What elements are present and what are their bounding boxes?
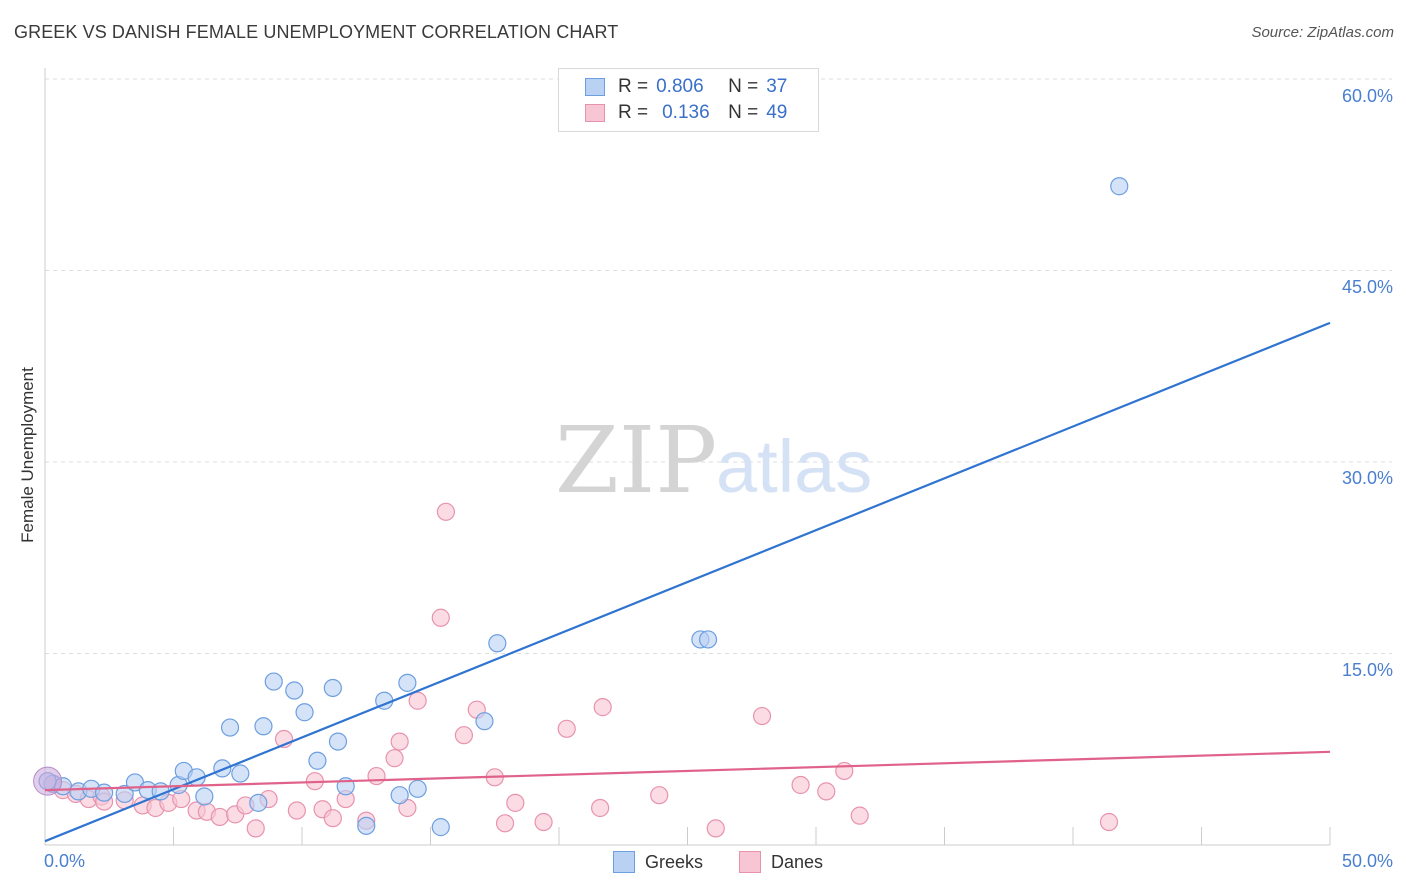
danes-points xyxy=(43,502,1119,838)
dane-point xyxy=(557,719,576,738)
dane-point xyxy=(706,819,725,838)
dane-point xyxy=(817,782,836,801)
greek-point xyxy=(357,816,376,835)
grid-lines xyxy=(45,78,1392,654)
y-tick-label: 45.0% xyxy=(1341,277,1393,297)
greek-point xyxy=(431,818,450,837)
dane-point xyxy=(791,775,810,795)
greek-point xyxy=(220,718,240,737)
bottom-legend-greeks: Greeks xyxy=(613,851,703,873)
dane-point xyxy=(210,807,229,827)
greek-point xyxy=(390,786,409,805)
dane-point xyxy=(246,819,265,838)
greek-point xyxy=(698,630,718,649)
greek-point xyxy=(295,703,314,722)
watermark-atlas: atlas xyxy=(716,425,872,508)
greek-point xyxy=(285,681,304,700)
y-tick-label: 30.0% xyxy=(1341,468,1393,488)
dane-point xyxy=(506,793,525,812)
dane-point xyxy=(385,749,404,768)
danes-n-value: 49 xyxy=(766,102,788,123)
danes-r-value: 0.136 xyxy=(662,102,710,123)
greek-point xyxy=(398,673,417,692)
dane-point xyxy=(436,502,456,521)
greeks-n-label: N = xyxy=(728,76,759,97)
greeks-legend-swatch xyxy=(613,851,635,873)
greek-point xyxy=(213,759,232,778)
greeks-swatch xyxy=(585,78,605,96)
watermark-zip: ZIP xyxy=(555,407,717,514)
dane-point xyxy=(431,608,450,627)
dane-point xyxy=(752,706,772,726)
greek-point xyxy=(1110,177,1129,196)
greek-point xyxy=(115,784,134,804)
legend-row-greeks: R = 0.806 N = 37 xyxy=(585,75,787,99)
danes-swatch xyxy=(585,104,605,122)
dane-point xyxy=(1099,812,1119,832)
legend-row-danes: R = 0.136 N = 49 xyxy=(585,101,787,125)
greek-point xyxy=(231,764,250,783)
greek-point xyxy=(475,712,494,731)
dane-point xyxy=(323,809,342,828)
dane-point xyxy=(650,786,669,805)
dane-point xyxy=(454,726,474,745)
greeks-points xyxy=(33,177,1129,837)
trendlines xyxy=(44,321,1331,843)
dane-point xyxy=(534,812,553,832)
dane-point xyxy=(495,814,515,833)
greek-point xyxy=(408,779,427,798)
greeks-legend-label: Greeks xyxy=(645,851,704,872)
danes-legend-label: Danes xyxy=(771,851,824,872)
danes-legend-swatch xyxy=(739,851,761,873)
danes-r-label: R = xyxy=(618,102,649,123)
dane-point xyxy=(390,732,409,751)
greek-point xyxy=(308,751,327,770)
dane-point xyxy=(367,766,386,786)
dane-point xyxy=(850,806,869,825)
correlation-legend: R = 0.806 N = 37 R = 0.136 N = 49 xyxy=(558,68,819,132)
x-tick-label: 50.0% xyxy=(1341,851,1393,871)
greek-point xyxy=(249,793,268,812)
axes xyxy=(44,68,1331,846)
overlap-point xyxy=(33,766,63,796)
dane-point xyxy=(591,798,610,818)
dane-point xyxy=(593,698,612,717)
y-tick-label: 15.0% xyxy=(1341,660,1393,680)
greek-point xyxy=(95,783,114,802)
greek-point xyxy=(264,672,283,691)
greek-point xyxy=(254,717,273,736)
source-label: Source: ZipAtlas.com xyxy=(1251,24,1394,41)
greek-point xyxy=(195,787,214,806)
greeks-trendline xyxy=(44,321,1331,843)
dane-point xyxy=(287,801,306,820)
greek-point xyxy=(328,732,348,751)
y-axis-label: Female Unemployment xyxy=(18,367,37,543)
greek-point xyxy=(488,634,507,653)
bottom-legend-danes: Danes xyxy=(739,851,823,873)
danes-n-label: N = xyxy=(728,102,759,123)
greeks-n-value: 37 xyxy=(766,76,788,97)
x-tick-label: 0.0% xyxy=(44,851,86,871)
chart-title: GREEK VS DANISH FEMALE UNEMPLOYMENT CORR… xyxy=(14,22,619,42)
danes-trendline xyxy=(44,750,1331,792)
greek-point xyxy=(323,678,342,698)
y-tick-label: 60.0% xyxy=(1341,86,1393,106)
dane-point xyxy=(408,691,427,710)
greeks-r-label: R = xyxy=(618,76,649,97)
greeks-r-value: 0.806 xyxy=(656,76,704,97)
